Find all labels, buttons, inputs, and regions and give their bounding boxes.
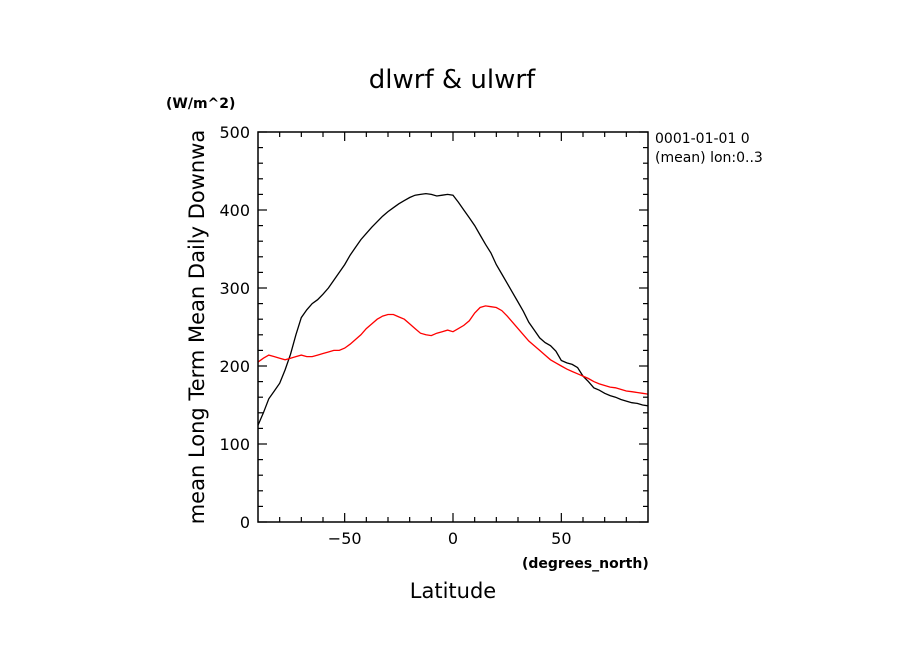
info-line-2: (mean) lon:0..3	[655, 150, 763, 166]
y-axis-label: mean Long Term Mean Daily Downwa	[185, 130, 209, 525]
x-tick-label: 0	[448, 529, 458, 548]
x-units-label: (degrees_north)	[522, 556, 649, 572]
plot-area	[258, 192, 648, 426]
info-line-1: 0001-01-01 0	[655, 131, 750, 147]
plot-frame	[257, 131, 649, 523]
chart-title: dlwrf & ulwrf	[369, 65, 536, 95]
y-tick-label: 0	[240, 513, 250, 532]
series-line-2	[258, 305, 648, 395]
x-tick-label: −50	[328, 529, 362, 548]
y-tick-label: 300	[219, 279, 250, 298]
x-axis-label: Latitude	[410, 579, 496, 603]
axis-ticks: 0 100 200 300 400 500 −50 0 50	[219, 123, 648, 548]
y-tick-label: 200	[219, 357, 250, 376]
y-tick-label: 400	[219, 201, 250, 220]
y-tick-label: 100	[219, 435, 250, 454]
y-units-label: (W/m^2)	[166, 96, 235, 112]
series-line-1	[258, 192, 648, 426]
x-tick-label: 50	[551, 529, 571, 548]
y-tick-label: 500	[219, 123, 250, 142]
